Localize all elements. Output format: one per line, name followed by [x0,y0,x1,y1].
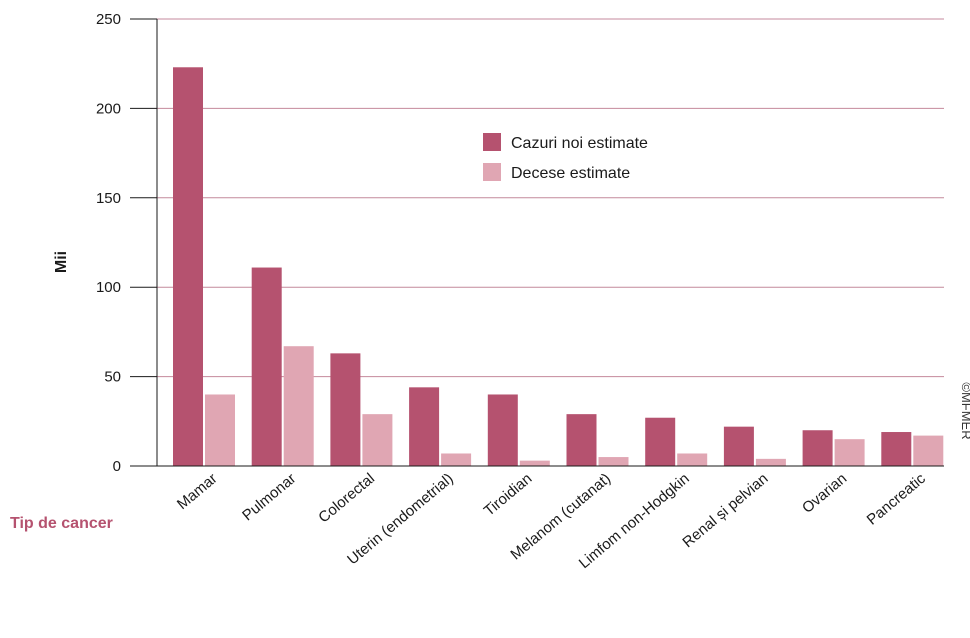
y-tick-label: 0 [113,458,121,475]
bar-deaths [205,394,235,466]
x-axis-label: Tip de cancer [10,515,113,532]
bars [173,67,944,466]
y-tick-labels: 0 50 100 150 200 250 [96,11,121,475]
y-tick-label: 200 [96,100,121,117]
bar-deaths [834,439,865,466]
bar-new-cases [251,267,282,466]
bar-new-cases [330,353,361,466]
y-tick-label: 50 [104,369,121,386]
y-tick-label: 100 [96,279,121,296]
bar-deaths [913,435,944,466]
bar-deaths [755,458,786,466]
bar-deaths [362,414,393,466]
bar-new-cases [645,417,676,466]
category-label: Renal și pelvian [679,470,771,551]
bar-deaths [677,453,708,466]
legend-label: Decese estimate [511,165,630,182]
category-label: Colorectal [315,470,378,526]
gridlines [130,18,944,378]
bar-new-cases [881,432,912,466]
legend-swatch [483,133,501,151]
category-label: Ovarian [799,470,850,517]
bar-new-cases [487,394,518,466]
bar-deaths [519,460,550,466]
bar-new-cases [409,387,440,466]
category-label: Tiroidian [481,470,536,520]
legend: Cazuri noi estimate Decese estimate [483,133,648,182]
bar-new-cases [566,414,597,466]
category-label: Mamar [174,470,221,513]
y-tick-label: 150 [96,190,121,207]
bar-deaths [283,346,314,466]
y-tick-label: 250 [96,11,121,28]
y-axis-label: Mii [53,251,70,273]
bar-deaths [441,453,472,466]
category-label: Pulmonar [239,470,299,524]
legend-label: Cazuri noi estimate [511,135,648,152]
credit-text: ©MFMER [959,382,970,439]
category-label: Pancreatic [864,470,930,529]
bar-new-cases [723,426,754,466]
bar-new-cases [173,67,203,466]
legend-swatch [483,163,501,181]
bar-deaths [598,457,629,466]
bar-new-cases [802,430,833,466]
